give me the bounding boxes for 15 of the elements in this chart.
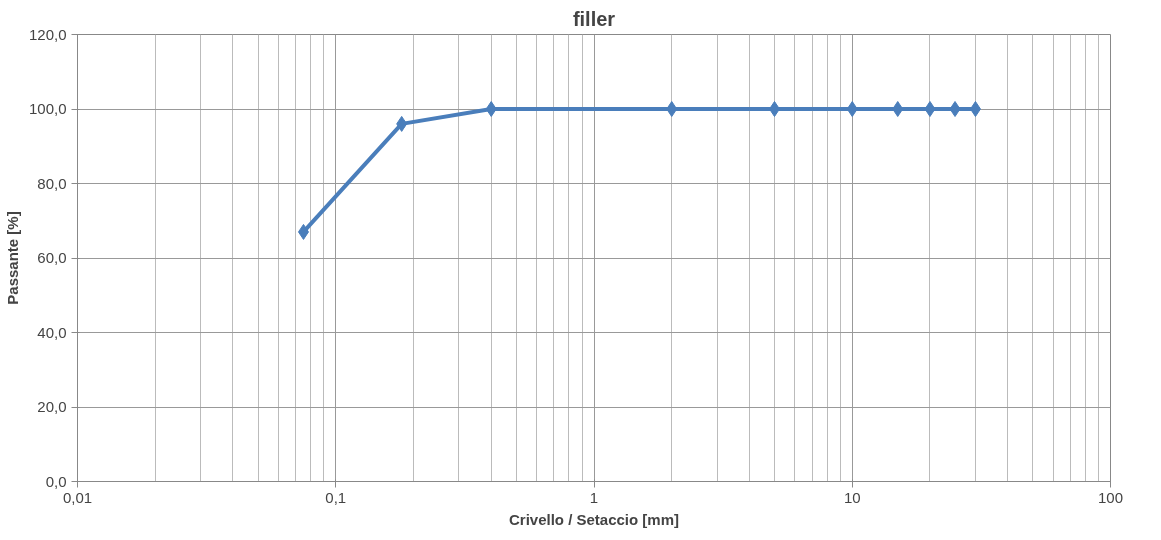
y-tick-label: 40,0: [37, 323, 67, 341]
y-tick-label: 80,0: [37, 174, 67, 192]
chart-title: filler: [572, 7, 616, 30]
y-tick-label: 20,0: [37, 398, 67, 415]
y-axis-title: Passante [%]: [3, 211, 21, 305]
x-axis-title: Crivello / Setaccio [mm]: [508, 510, 680, 528]
x-tick-label: 1: [589, 488, 599, 506]
y-tick-label: 0,0: [45, 472, 67, 490]
y-tick-label: 60,0: [37, 249, 67, 266]
x-tick-label: 10: [843, 488, 861, 506]
x-tick-label: 0,01: [62, 488, 93, 506]
y-tick-label: 120,0: [28, 25, 67, 43]
y-tick-label: 100,0: [28, 100, 67, 117]
x-tick-label: 100: [1097, 488, 1124, 506]
x-tick-label: 0,1: [325, 488, 347, 506]
